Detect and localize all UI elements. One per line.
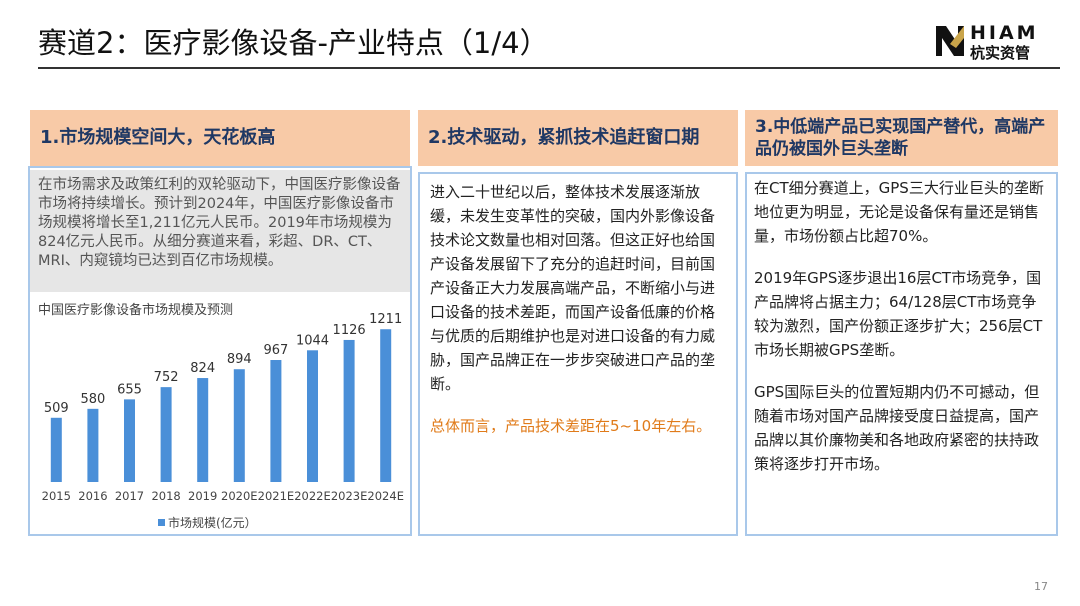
chart: 中国医疗影像设备市场规模及预测 2015 2016 2017 2018 2019 2020… bbox=[38, 302, 404, 530]
bar bbox=[270, 360, 282, 482]
paragraph: GPS国际巨头的位置短期内仍不可撼动，但随着市场对国产品牌接受度日益提高，国产品… bbox=[754, 383, 1040, 473]
legend-label: 市场规模(亿元） bbox=[168, 515, 257, 530]
value-label: 894 bbox=[227, 352, 252, 367]
bar bbox=[50, 417, 62, 482]
value-label: 1126 bbox=[333, 323, 366, 338]
value-label: 1211 bbox=[369, 312, 402, 327]
value-label: 509 bbox=[44, 401, 69, 416]
bar bbox=[233, 369, 245, 482]
column-box bbox=[745, 172, 1058, 536]
x-tick-label: 2018 bbox=[151, 489, 180, 503]
x-tick-label: 2016 bbox=[78, 489, 107, 503]
intro-text: 在市场需求及政策红利的双轮驱动下，中国医疗影像设备市场将持续增长。预计到2024… bbox=[30, 170, 410, 292]
column-heading: 2.技术驱动，紧抓技术追赶窗口期 bbox=[418, 110, 738, 166]
column-heading: 3.中低端产品已实现国产替代，高端产品仍被国外巨头垄断 bbox=[745, 110, 1058, 166]
x-tick-label: 2023E bbox=[331, 489, 368, 503]
value-label: 655 bbox=[117, 382, 142, 397]
column-text: 进入二十世纪以后，整体技术发展逐渐放缓，未发生变革性的突破，国内外影像设备技术论… bbox=[430, 180, 724, 456]
x-tick-label: 2020E bbox=[221, 489, 258, 503]
paragraph: 2019年GPS逐步退出16层CT市场竞争，国产品牌将占据主力；64/128层C… bbox=[754, 269, 1043, 359]
column-box bbox=[418, 172, 738, 536]
title-rule bbox=[38, 67, 1060, 69]
paragraph: 在CT细分赛道上，GPS三大行业巨头的垄断地位更为明显，无论是设备保有量还是销售… bbox=[754, 179, 1044, 245]
page-number: 17 bbox=[1034, 580, 1048, 593]
bar bbox=[160, 387, 172, 482]
slide-title: 赛道2：医疗影像设备-产业特点（1/4） bbox=[38, 26, 549, 60]
x-tick-label: 2021E bbox=[258, 489, 295, 503]
x-tick-label: 2015 bbox=[42, 489, 71, 503]
chart-title: 中国医疗影像设备市场规模及预测 bbox=[38, 302, 233, 318]
bar bbox=[87, 408, 99, 482]
value-label: 967 bbox=[263, 343, 288, 358]
column-text: 在CT细分赛道上，GPS三大行业巨头的垄断地位更为明显，无论是设备保有量还是销售… bbox=[754, 176, 1044, 494]
logo-en: HIAM bbox=[970, 22, 1039, 44]
bar bbox=[307, 350, 318, 482]
x-tick-label: 2019 bbox=[188, 489, 217, 503]
column-box bbox=[28, 166, 412, 536]
bar bbox=[380, 329, 392, 482]
legend-swatch bbox=[158, 519, 165, 526]
value-label: 580 bbox=[80, 392, 105, 407]
value-label: 752 bbox=[154, 370, 179, 385]
x-tick-label: 2022E bbox=[294, 489, 331, 503]
value-label: 1044 bbox=[296, 333, 329, 348]
logo-icon bbox=[936, 26, 964, 56]
x-tick-label: 2017 bbox=[115, 489, 144, 503]
logo-cn: 杭实资管 bbox=[970, 44, 1031, 62]
paragraph: 进入二十世纪以后，整体技术发展逐渐放缓，未发生变革性的突破，国内外影像设备技术论… bbox=[430, 183, 716, 393]
bar bbox=[197, 378, 209, 482]
column-heading: 1.市场规模空间大，天花板高 bbox=[30, 110, 410, 166]
value-label: 824 bbox=[190, 361, 215, 376]
paragraph: 总体而言，产品技术差距在5~10年左右。 bbox=[430, 417, 712, 435]
bar bbox=[124, 399, 135, 482]
bar bbox=[343, 339, 355, 482]
x-tick-label: 2024E bbox=[367, 489, 404, 503]
